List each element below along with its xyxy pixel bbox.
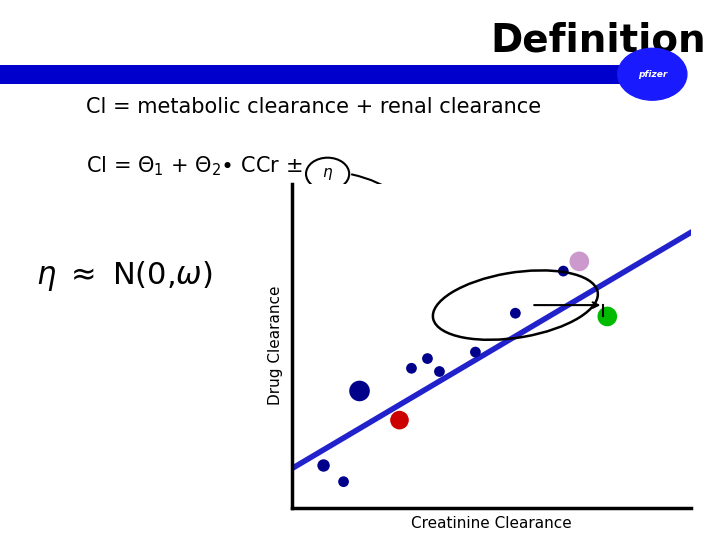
X-axis label: Creatinine Clearance: Creatinine Clearance: [411, 516, 572, 531]
Point: [394, 416, 405, 424]
Point: [354, 387, 365, 395]
Y-axis label: Drug Clearance: Drug Clearance: [269, 286, 283, 406]
Text: Definition: Definition: [490, 22, 706, 59]
Point: [469, 348, 481, 356]
Text: Cl = metabolic clearance + renal clearance: Cl = metabolic clearance + renal clearan…: [86, 97, 541, 117]
Text: $\eta$: $\eta$: [322, 166, 333, 182]
Text: pfizer: pfizer: [638, 70, 667, 79]
Point: [433, 367, 445, 376]
Point: [406, 364, 418, 373]
Circle shape: [306, 158, 349, 190]
Point: [338, 477, 349, 486]
Point: [422, 354, 433, 363]
Text: $\eta$ $\approx$ N(0,$\omega$): $\eta$ $\approx$ N(0,$\omega$): [36, 259, 213, 293]
Point: [510, 309, 521, 318]
Text: Cl = $\Theta_1$ + $\Theta_2$$\bullet$ CCr $\pm$: Cl = $\Theta_1$ + $\Theta_2$$\bullet$ CC…: [86, 154, 303, 178]
Point: [557, 267, 569, 275]
Point: [318, 461, 329, 470]
Point: [601, 312, 613, 321]
Circle shape: [618, 48, 687, 100]
Bar: [0, 65, 630, 84]
Point: [574, 257, 585, 266]
